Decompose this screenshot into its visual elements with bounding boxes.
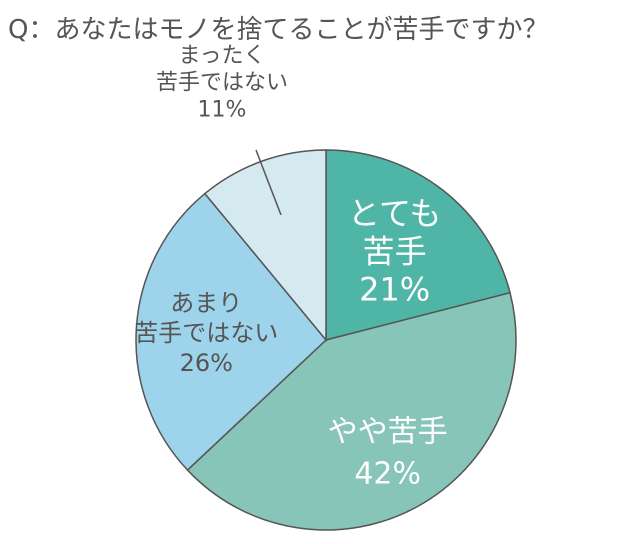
slice-category: 苦手 bbox=[363, 233, 427, 271]
slice-category: やや苦手 bbox=[328, 415, 448, 450]
slice-category: 苦手ではない bbox=[156, 71, 288, 96]
slice-label-4: まったく苦手ではない 11% bbox=[156, 44, 288, 123]
slice-value: 26% bbox=[180, 349, 233, 377]
slice-value: 21% bbox=[359, 271, 430, 309]
pie-labels: とても苦手 21%やや苦手 42%あまり苦手ではない 26%まったく苦手ではない 11% bbox=[134, 44, 447, 492]
slice-label-1: とても苦手 21% bbox=[348, 195, 441, 309]
slice-value: 42% bbox=[354, 457, 421, 492]
slice-category: まったく bbox=[178, 44, 265, 69]
pie-slice-2 bbox=[186, 291, 517, 531]
pie-slice-4 bbox=[203, 149, 327, 343]
slice-label-3: あまり苦手ではない 26% bbox=[134, 289, 278, 377]
pie-slice-1 bbox=[325, 149, 511, 341]
slice-category: 苦手ではない bbox=[134, 319, 278, 347]
chart-title: Q：あなたはモノを捨てることが苦手ですか？ bbox=[8, 15, 548, 45]
leader-line bbox=[255, 149, 282, 216]
slice-category: とても bbox=[348, 195, 441, 233]
slice-label-2: やや苦手 42% bbox=[328, 415, 448, 492]
slice-value: 11% bbox=[198, 98, 247, 123]
pie-slice-3 bbox=[135, 192, 328, 472]
pie-slices bbox=[135, 149, 517, 531]
slice-category: あまり bbox=[170, 289, 242, 317]
